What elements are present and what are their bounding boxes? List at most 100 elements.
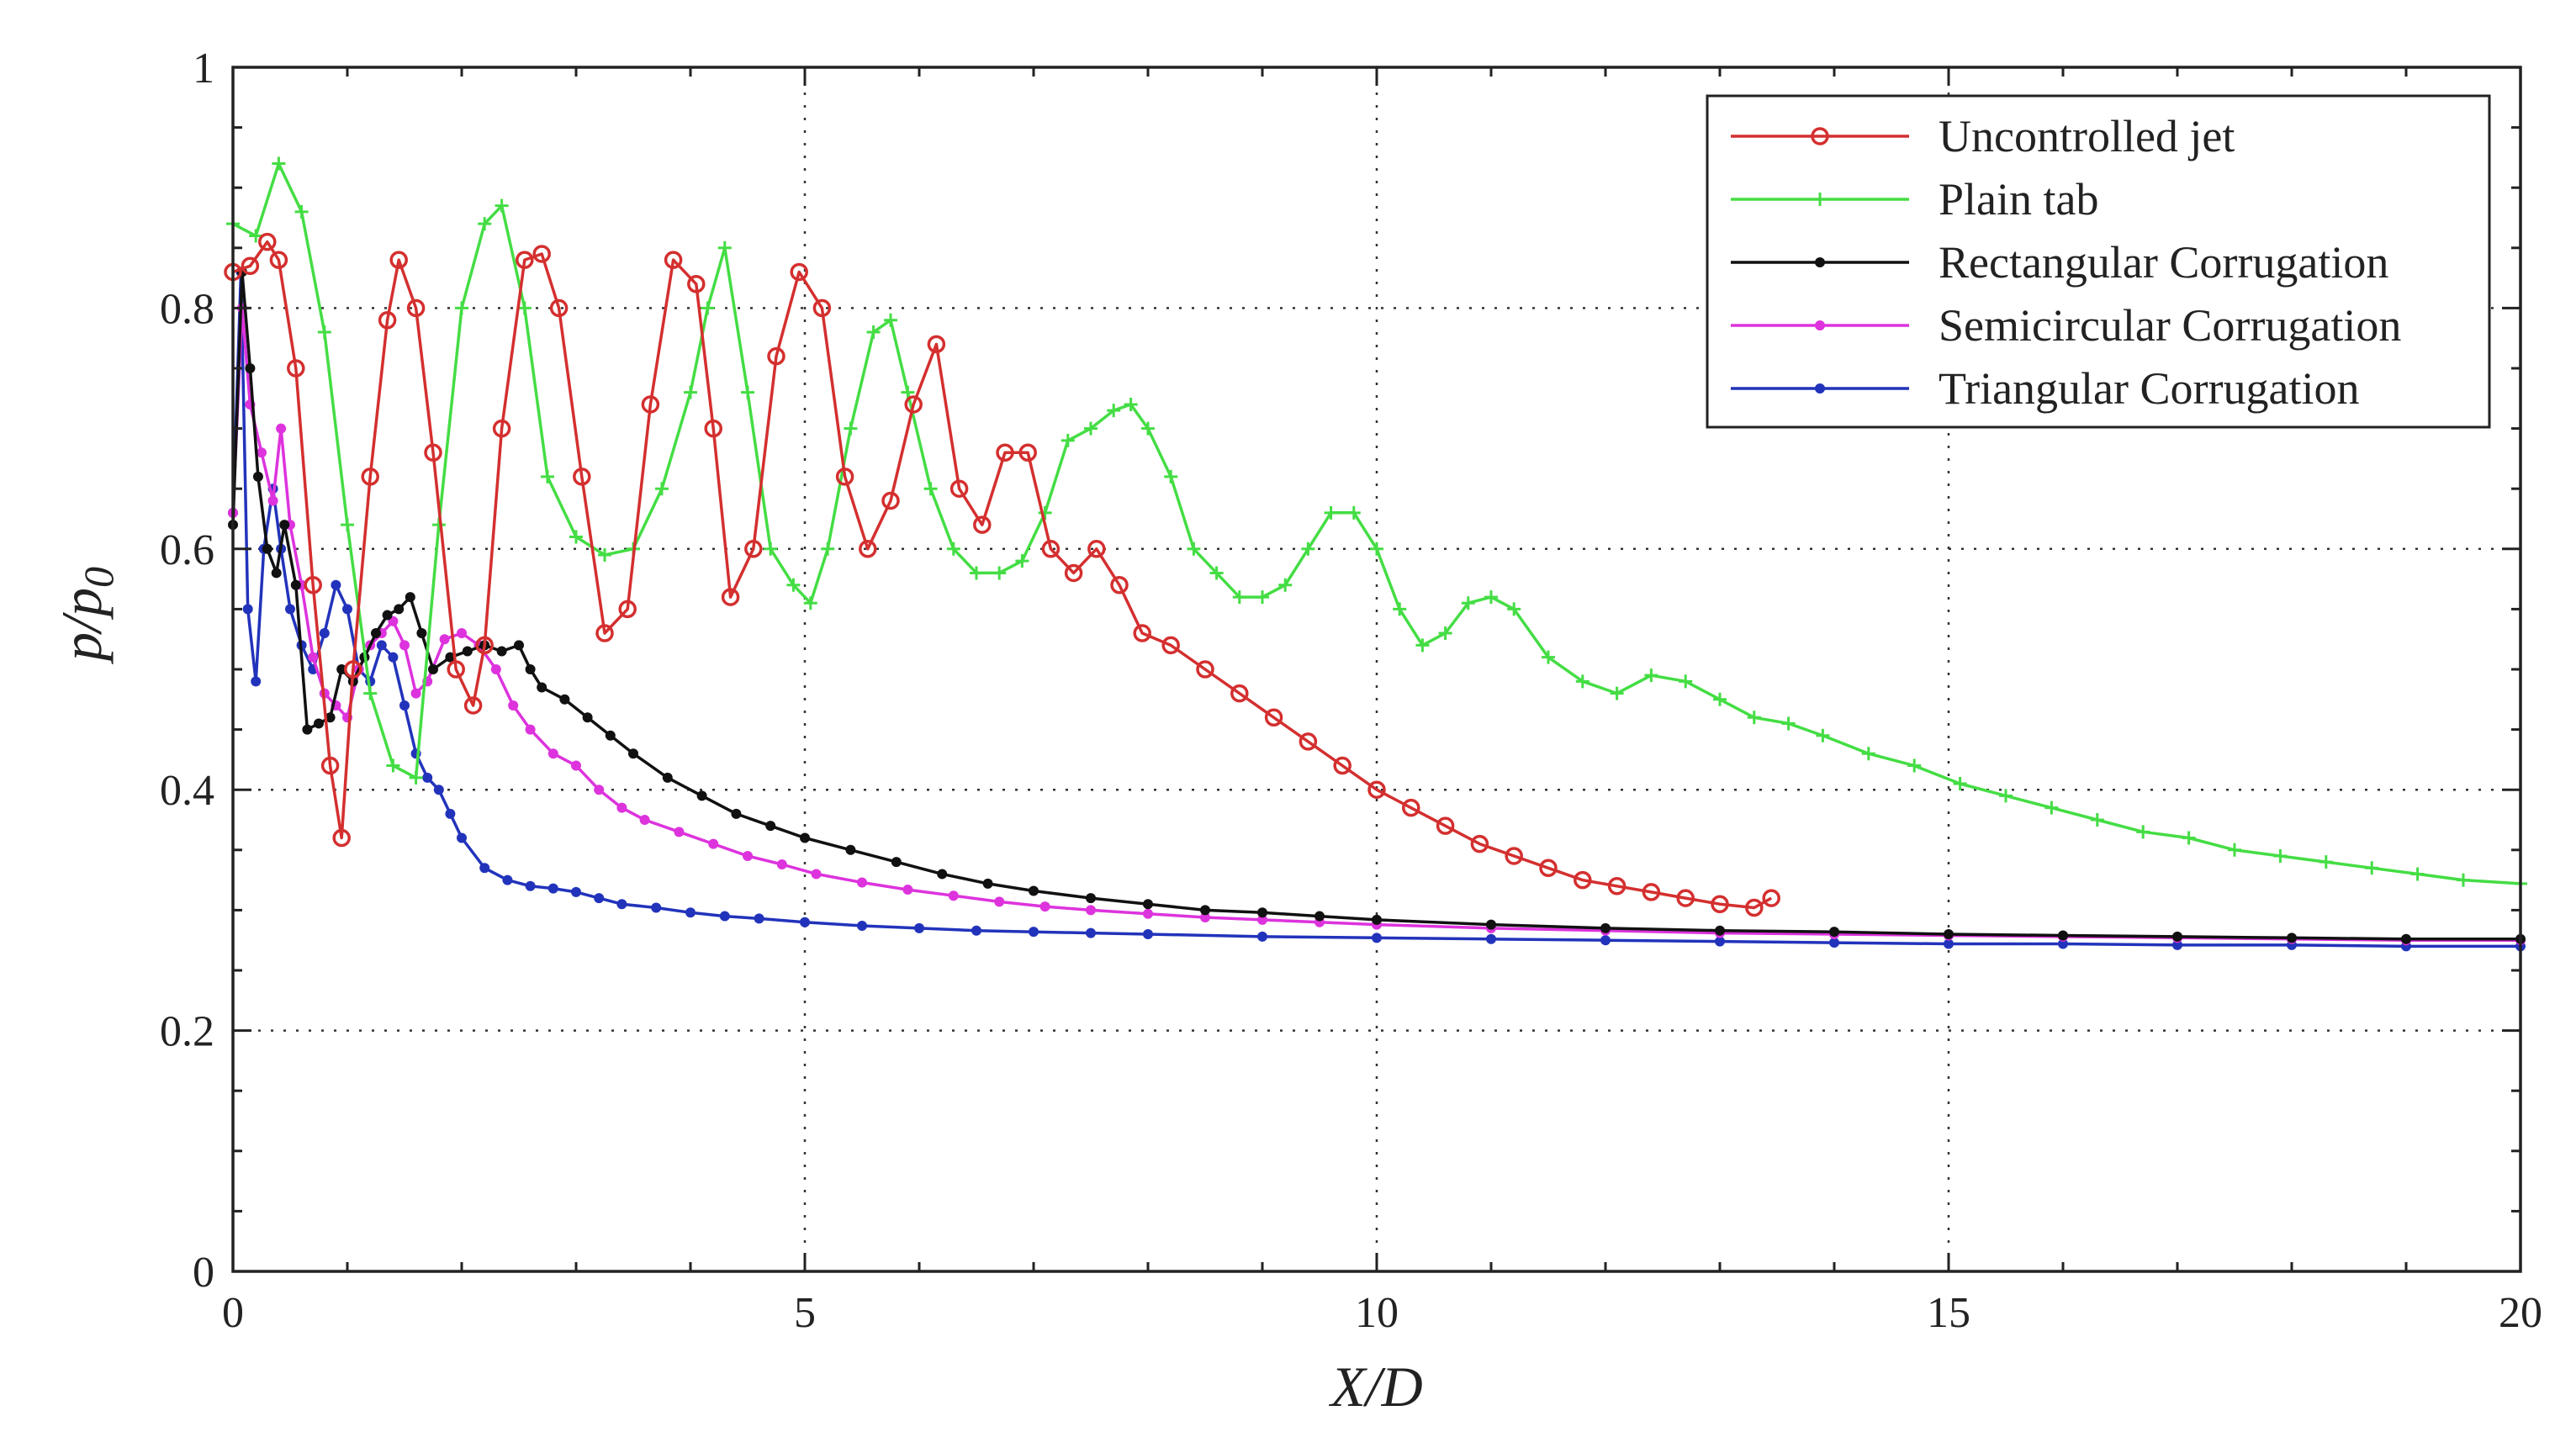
data-point — [1486, 919, 1496, 930]
data-point — [1574, 870, 1592, 890]
legend-label: Semicircular Corrugation — [1939, 300, 2401, 351]
y-tick-label: 0.8 — [160, 285, 214, 333]
data-point — [1610, 686, 1624, 700]
x-tick-labels: 0 5 10 15 20 — [222, 1289, 2542, 1337]
data-point — [1607, 877, 1627, 896]
legend-swatch-marker — [1815, 383, 1825, 394]
data-point — [1029, 927, 1039, 938]
data-point — [859, 540, 877, 558]
data-point — [1944, 938, 1954, 949]
series-line — [232, 240, 1773, 910]
data-point — [445, 652, 456, 663]
data-point — [271, 568, 282, 579]
data-point — [394, 604, 405, 615]
data-point — [285, 604, 295, 615]
data-point — [994, 896, 1005, 907]
data-point — [252, 471, 263, 482]
data-point — [1143, 908, 1153, 919]
data-point — [495, 198, 509, 213]
data-point — [1084, 421, 1098, 436]
data-point — [1542, 650, 1555, 664]
data-point — [708, 838, 719, 849]
data-point — [399, 700, 410, 711]
data-point — [651, 902, 662, 913]
data-point — [767, 346, 785, 366]
data-point — [821, 542, 835, 556]
data-point — [1015, 554, 1029, 568]
data-point — [508, 700, 519, 711]
data-point — [1505, 847, 1523, 865]
data-point — [382, 610, 393, 621]
data-point — [2172, 931, 2182, 942]
svg-text:p/p0: p/p0 — [50, 567, 122, 664]
data-point — [857, 921, 867, 932]
legend-swatch-marker — [1815, 257, 1825, 267]
data-point — [891, 857, 902, 868]
data-point — [475, 636, 494, 655]
data-point — [1642, 883, 1661, 901]
data-point — [559, 694, 570, 705]
data-point — [547, 748, 558, 759]
data-point — [2136, 825, 2150, 839]
data-point — [1575, 674, 1590, 689]
data-point — [2044, 800, 2059, 815]
data-point — [1299, 732, 1318, 751]
data-point — [582, 712, 593, 723]
data-point — [655, 482, 669, 496]
data-point — [1141, 421, 1155, 436]
data-point — [388, 652, 399, 663]
data-point — [399, 640, 410, 651]
data-point — [428, 664, 438, 674]
y-axis-title-main: p/p — [50, 588, 114, 664]
legend-label: Plain tab — [1939, 174, 2098, 225]
data-point — [1301, 542, 1315, 556]
data-point — [302, 724, 313, 735]
data-point — [2273, 848, 2288, 863]
data-point — [547, 883, 558, 894]
data-point — [325, 712, 336, 723]
data-point — [1907, 758, 1922, 773]
data-point — [914, 922, 924, 933]
series-0 — [224, 232, 1780, 917]
data-point — [1064, 563, 1083, 583]
data-point — [1346, 505, 1361, 520]
data-point — [616, 899, 627, 910]
data-point — [569, 530, 583, 544]
data-point — [1713, 692, 1727, 706]
data-point — [344, 660, 362, 679]
data-point — [949, 479, 969, 498]
data-point — [628, 748, 638, 759]
data-point — [923, 482, 938, 496]
data-point — [479, 863, 490, 874]
data-point — [251, 676, 262, 687]
data-point — [1486, 933, 1496, 944]
legend-item: Triangular Corrugation — [1731, 363, 2359, 414]
data-point — [1715, 936, 1725, 947]
data-point — [845, 844, 856, 855]
data-point — [1209, 566, 1224, 580]
data-point — [424, 443, 442, 462]
data-point — [1041, 540, 1061, 558]
data-point — [1436, 816, 1455, 835]
data-point — [457, 832, 467, 843]
data-point — [973, 515, 992, 534]
data-point — [516, 251, 534, 269]
data-point — [525, 664, 536, 674]
data-point — [1644, 668, 1658, 683]
data-point — [800, 832, 810, 843]
data-point — [1461, 596, 1475, 610]
data-point — [1107, 404, 1121, 418]
data-point — [594, 785, 605, 795]
data-point — [684, 385, 697, 399]
data-point — [1367, 780, 1386, 799]
data-point — [2058, 938, 2068, 949]
series-1 — [226, 156, 2527, 890]
y-axis-title-sub: 0 — [75, 567, 122, 588]
data-point — [1124, 397, 1138, 411]
legend-label: Triangular Corrugation — [1939, 363, 2359, 414]
y-axis-title: p/p0 — [50, 567, 122, 664]
data-point — [361, 468, 379, 486]
data-point — [541, 469, 554, 483]
data-point — [336, 664, 347, 674]
data-point — [573, 468, 591, 486]
